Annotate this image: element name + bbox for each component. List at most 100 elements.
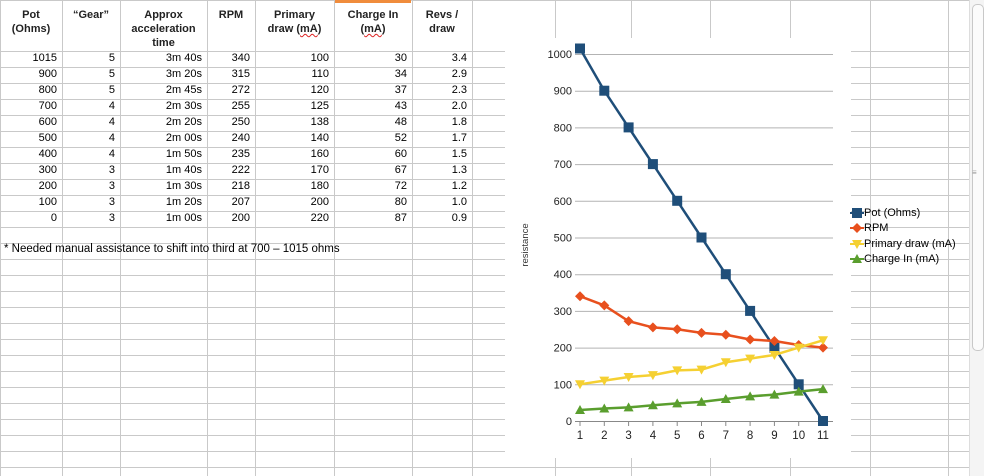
- column-header[interactable]: Approx acceleration time: [120, 8, 207, 50]
- table-cell[interactable]: 2m 20s: [165, 116, 202, 128]
- table-cell[interactable]: 4: [108, 132, 115, 144]
- table-cell[interactable]: 3: [108, 164, 115, 176]
- column-header[interactable]: “Gear”: [62, 8, 120, 22]
- table-cell[interactable]: 30: [394, 52, 407, 64]
- table-cell[interactable]: 125: [310, 100, 329, 112]
- table-cell[interactable]: 60: [394, 148, 407, 160]
- table-cell[interactable]: 1.2: [451, 180, 467, 192]
- table-cell[interactable]: 272: [231, 84, 250, 96]
- table-cell[interactable]: 110: [311, 68, 329, 80]
- table-cell[interactable]: 1m 00s: [165, 212, 202, 224]
- table-cell[interactable]: 1.7: [451, 132, 467, 144]
- data-point: [647, 371, 658, 381]
- data-point: [793, 343, 804, 353]
- table-cell[interactable]: 100: [310, 52, 329, 64]
- table-cell[interactable]: 1015: [32, 52, 57, 64]
- table-cell[interactable]: 100: [38, 196, 57, 208]
- table-cell[interactable]: 3: [108, 212, 115, 224]
- data-point: [818, 416, 828, 426]
- table-cell[interactable]: 4: [108, 148, 115, 160]
- table-cell[interactable]: 2.9: [451, 68, 467, 80]
- table-cell[interactable]: 250: [231, 116, 250, 128]
- column-header-line: Charge In: [347, 9, 399, 21]
- table-cell[interactable]: 1m 30s: [165, 180, 202, 192]
- table-cell[interactable]: 3m 40s: [165, 52, 202, 64]
- table-cell[interactable]: 5: [108, 68, 115, 80]
- table-cell[interactable]: 48: [394, 116, 407, 128]
- table-cell[interactable]: 235: [231, 148, 250, 160]
- table-cell[interactable]: 1m 50s: [165, 148, 202, 160]
- scrollbar-thumb[interactable]: [972, 4, 984, 351]
- table-cell[interactable]: 5: [108, 52, 115, 64]
- table-cell[interactable]: 3: [108, 196, 115, 208]
- table-cell[interactable]: 1.0: [451, 196, 467, 208]
- table-cell[interactable]: 34: [394, 68, 407, 80]
- column-header[interactable]: Primary draw (mA): [255, 8, 334, 36]
- table-cell[interactable]: 1m 20s: [165, 196, 202, 208]
- column-header-line: Primary: [274, 9, 315, 21]
- x-tick-label: 8: [747, 430, 753, 442]
- legend-marker: [852, 254, 862, 264]
- table-cell[interactable]: 72: [394, 180, 407, 192]
- table-cell[interactable]: 0: [50, 212, 57, 224]
- table-cell[interactable]: 3: [108, 180, 115, 192]
- table-cell[interactable]: 37: [394, 84, 407, 96]
- table-cell[interactable]: 200: [38, 180, 57, 192]
- table-cell[interactable]: 1m 40s: [165, 164, 202, 176]
- column-header[interactable]: Pot (Ohms): [0, 8, 62, 36]
- table-cell[interactable]: 4: [108, 100, 115, 112]
- table-cell[interactable]: 4: [108, 116, 115, 128]
- table-cell[interactable]: 1.5: [451, 148, 467, 160]
- table-cell[interactable]: 400: [38, 148, 57, 160]
- table-cell[interactable]: 80: [394, 196, 407, 208]
- table-cell[interactable]: 3.4: [451, 52, 467, 64]
- table-cell[interactable]: 67: [394, 164, 407, 176]
- table-cell[interactable]: 52: [394, 132, 407, 144]
- table-cell[interactable]: 200: [310, 196, 329, 208]
- table-cell[interactable]: 315: [231, 68, 250, 80]
- vertical-scrollbar[interactable]: [969, 0, 984, 476]
- table-cell[interactable]: 138: [310, 116, 329, 128]
- column-header[interactable]: RPM: [207, 8, 255, 22]
- data-point: [818, 336, 828, 346]
- table-cell[interactable]: 255: [231, 100, 250, 112]
- table-cell[interactable]: 500: [38, 132, 57, 144]
- table-cell[interactable]: 700: [38, 100, 57, 112]
- table-cell[interactable]: 300: [38, 164, 57, 176]
- table-cell[interactable]: 800: [38, 84, 57, 96]
- table-cell[interactable]: 900: [38, 68, 57, 80]
- table-cell[interactable]: 2.0: [451, 100, 467, 112]
- table-cell[interactable]: 170: [310, 164, 329, 176]
- column-header[interactable]: Charge In (mA): [334, 8, 412, 36]
- y-tick-label: 700: [554, 159, 572, 171]
- table-cell[interactable]: 2m 30s: [165, 100, 202, 112]
- table-cell[interactable]: 120: [310, 84, 329, 96]
- table-cell[interactable]: 180: [310, 180, 329, 192]
- table-cell[interactable]: 200: [231, 212, 250, 224]
- table-cell[interactable]: 5: [108, 84, 115, 96]
- column-header-line: Revs /: [425, 9, 459, 21]
- table-cell[interactable]: 87: [394, 212, 407, 224]
- table-cell[interactable]: 1.8: [451, 116, 467, 128]
- table-cell[interactable]: 600: [38, 116, 57, 128]
- y-tick-label: 600: [554, 196, 572, 208]
- column-header[interactable]: Revs / draw: [412, 8, 472, 36]
- table-cell[interactable]: 222: [231, 164, 250, 176]
- table-cell[interactable]: 218: [231, 180, 250, 192]
- table-cell[interactable]: 0.9: [451, 212, 467, 224]
- data-point: [769, 389, 780, 399]
- table-cell[interactable]: 240: [231, 132, 250, 144]
- table-cell[interactable]: 2m 00s: [165, 132, 202, 144]
- table-cell[interactable]: 1.3: [451, 164, 467, 176]
- table-cell[interactable]: 43: [394, 100, 407, 112]
- table-cell[interactable]: 220: [310, 212, 329, 224]
- table-footnote[interactable]: * Needed manual assistance to shift into…: [4, 243, 340, 255]
- table-cell[interactable]: 2m 45s: [165, 84, 202, 96]
- table-cell[interactable]: 207: [231, 196, 250, 208]
- table-cell[interactable]: 140: [310, 132, 329, 144]
- table-cell[interactable]: 2.3: [451, 84, 467, 96]
- table-cell[interactable]: 340: [231, 52, 250, 64]
- table-cell[interactable]: 3m 20s: [165, 68, 202, 80]
- table-cell[interactable]: 160: [310, 148, 329, 160]
